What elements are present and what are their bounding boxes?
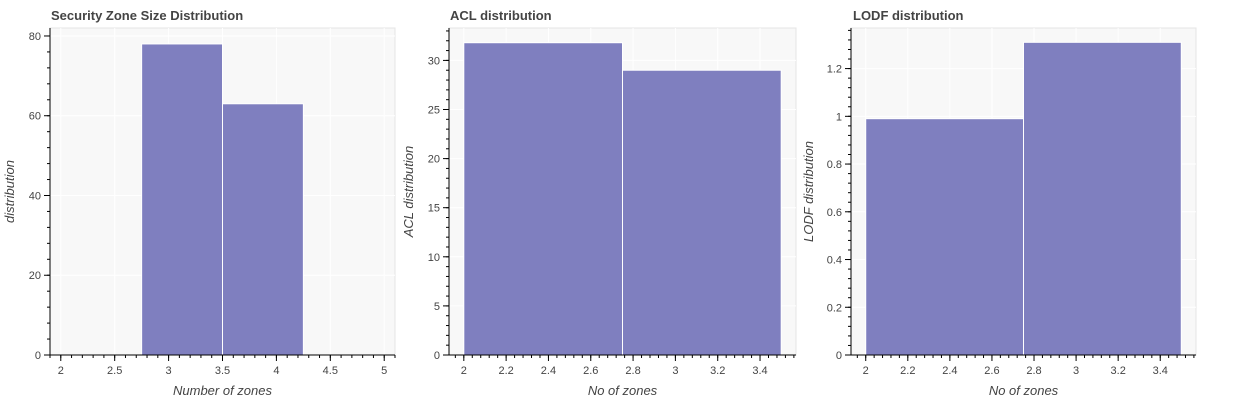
chart-title: LODF distribution xyxy=(853,8,964,23)
x-tick-label: 3 xyxy=(672,365,678,377)
histogram-bar xyxy=(622,69,782,356)
y-tick-label: 0.4 xyxy=(827,255,842,267)
y-tick-label: 1.2 xyxy=(827,64,842,76)
x-tick-label: 2 xyxy=(461,365,467,377)
x-tick-label: 2.2 xyxy=(498,365,513,377)
y-tick-label: 0.6 xyxy=(827,207,842,219)
y-axis-label: distribution xyxy=(2,160,17,223)
chart-title: Security Zone Size Distribution xyxy=(51,8,243,23)
x-tick-label: 3 xyxy=(166,365,172,377)
x-tick-label: 3.4 xyxy=(1153,365,1168,377)
y-tick-label: 20 xyxy=(428,154,440,166)
chart-title: ACL distribution xyxy=(450,8,552,23)
x-tick-label: 5 xyxy=(381,365,387,377)
x-tick-label: 2.6 xyxy=(583,365,598,377)
chart-1: 2 2.5 3 3.5 4 4.5 5 0 20 40 60 80 Security Zone Size… xyxy=(2,8,396,398)
x-tick-label: 2.4 xyxy=(541,365,556,377)
histogram-bar xyxy=(141,43,223,356)
x-tick-label: 3.5 xyxy=(215,365,230,377)
y-tick-label: 30 xyxy=(428,55,440,67)
x-tick-label: 3.2 xyxy=(710,365,725,377)
x-tick-label: 2.6 xyxy=(984,365,999,377)
y-axis-label: LODF distribution xyxy=(801,141,816,242)
y-tick-label: 80 xyxy=(29,31,41,43)
y-tick-label: 60 xyxy=(29,111,41,123)
y-tick-label: 40 xyxy=(29,190,41,202)
histogram-bar xyxy=(865,118,1024,356)
y-tick-label: 0 xyxy=(434,350,440,362)
x-tick-label: 2 xyxy=(863,365,869,377)
y-tick-label: 10 xyxy=(428,252,440,264)
y-tick-label: 0 xyxy=(836,350,842,362)
y-tick-label: 1 xyxy=(836,111,842,123)
histogram-bar xyxy=(463,42,623,356)
x-tick-label: 4.5 xyxy=(323,365,338,377)
y-axis-label: ACL distribution xyxy=(401,146,416,239)
chart-2: 2 2.2 2.4 2.6 2.8 3 3.2 3.4 0 5 10 15 20 25 30 ACL dist… xyxy=(401,8,797,398)
x-axis-label: Number of zones xyxy=(173,383,272,398)
x-tick-label: 4 xyxy=(273,365,279,377)
chart-3: 2 2.2 2.4 2.6 2.8 3 3.2 3.4 0 0.2 0.4 0.6 0.8 1 1.2 LOD… xyxy=(801,8,1197,398)
x-tick-label: 3.2 xyxy=(1111,365,1126,377)
y-tick-label: 20 xyxy=(29,270,41,282)
x-axis-label: No of zones xyxy=(989,383,1059,398)
x-axis-label: No of zones xyxy=(588,383,658,398)
x-tick-label: 2.2 xyxy=(900,365,915,377)
y-tick-label: 25 xyxy=(428,105,440,117)
y-tick-label: 0 xyxy=(35,350,41,362)
x-tick-label: 2.5 xyxy=(107,365,122,377)
x-tick-label: 2.8 xyxy=(1026,365,1041,377)
x-tick-label: 3 xyxy=(1073,365,1079,377)
x-tick-label: 2.8 xyxy=(625,365,640,377)
x-tick-label: 3.4 xyxy=(752,365,767,377)
y-tick-label: 15 xyxy=(428,203,440,215)
histogram-bar xyxy=(222,103,304,356)
y-tick-label: 5 xyxy=(434,301,440,313)
histogram-bar xyxy=(1023,41,1182,356)
x-tick-label: 2 xyxy=(58,365,64,377)
y-tick-label: 0.8 xyxy=(827,159,842,171)
y-tick-label: 0.2 xyxy=(827,302,842,314)
x-tick-label: 2.4 xyxy=(942,365,957,377)
